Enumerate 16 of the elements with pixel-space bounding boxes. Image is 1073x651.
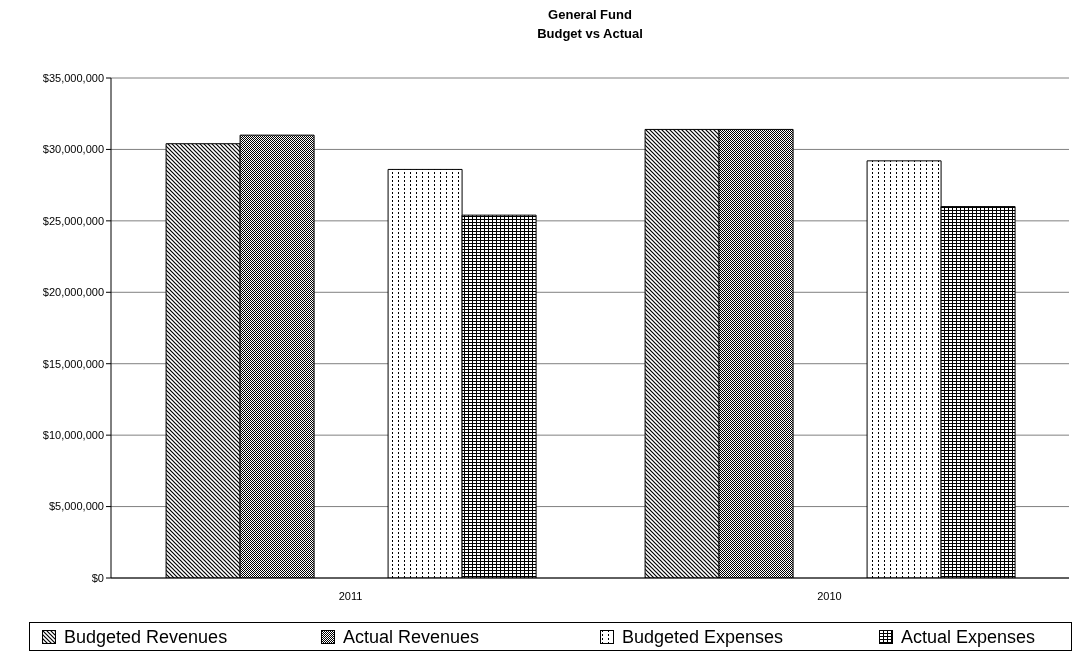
chart-subtitle: Budget vs Actual — [536, 25, 644, 43]
x-tick-label: 2011 — [338, 589, 363, 602]
x-tick-label: 2010 — [817, 589, 842, 602]
legend-label: Actual Revenues — [343, 626, 480, 647]
legend-label: Budgeted Expenses — [622, 626, 784, 647]
y-tick-label: $30,000,000 — [42, 143, 104, 156]
chart-title: General Fund — [547, 6, 633, 24]
y-tick-label: $0 — [91, 571, 104, 584]
y-tick-label: $20,000,000 — [42, 286, 104, 299]
legend-label: Actual Expenses — [901, 626, 1036, 647]
legend-label: Budgeted Revenues — [64, 626, 228, 647]
y-tick-label: $25,000,000 — [42, 214, 104, 227]
y-tick-label: $15,000,000 — [42, 357, 104, 370]
y-tick-label: $10,000,000 — [42, 429, 104, 442]
y-tick-label: $35,000,000 — [42, 71, 104, 84]
y-tick-label: $5,000,000 — [48, 500, 104, 513]
